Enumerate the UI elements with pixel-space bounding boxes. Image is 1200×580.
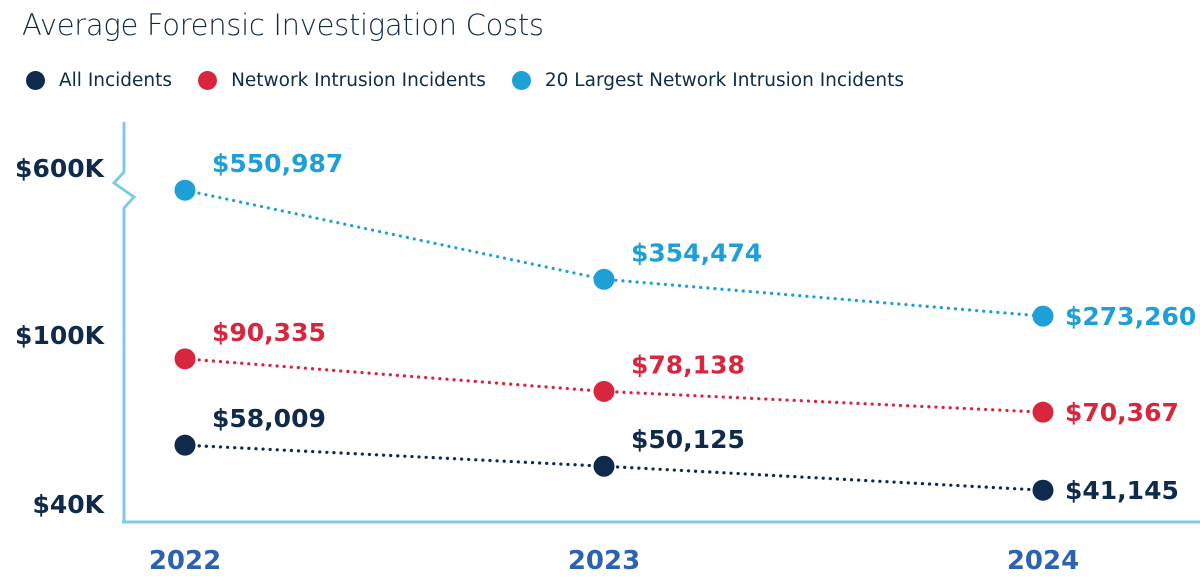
data-label: $58,009	[212, 404, 326, 433]
legend-item: All Incidents	[26, 70, 172, 91]
legend-marker	[511, 71, 531, 90]
chart-title: Average Forensic Investigation Costs	[22, 8, 544, 42]
y-tick-label: $100K	[15, 321, 106, 350]
data-label: $78,138	[631, 350, 745, 379]
data-point	[174, 179, 196, 201]
legend-label: 20 Largest Network Intrusion Incidents	[544, 70, 904, 91]
data-point	[593, 268, 615, 290]
x-tick-label: 2024	[1007, 546, 1079, 576]
data-point	[1032, 479, 1054, 501]
x-tick-label: 2023	[568, 546, 640, 576]
data-point	[1032, 305, 1054, 327]
data-point	[1032, 401, 1054, 423]
legend: All Incidents Network Intrusion Incidents…	[26, 70, 930, 91]
legend-label: All Incidents	[59, 70, 173, 91]
data-point	[174, 434, 196, 456]
legend-label: Network Intrusion Incidents	[231, 70, 486, 91]
data-point	[593, 380, 615, 402]
series-line	[183, 188, 1045, 318]
data-point	[593, 455, 615, 477]
y-tick-label: $40K	[32, 490, 105, 519]
legend-item: 20 Largest Network Intrusion Incidents	[511, 70, 904, 91]
data-label: $70,367	[1065, 398, 1179, 427]
legend-marker	[26, 71, 45, 90]
legend-item: Network Intrusion Incidents	[198, 70, 486, 91]
data-label: $273,260	[1065, 302, 1196, 331]
data-label: $41,145	[1065, 476, 1179, 505]
y-axis-line	[111, 122, 137, 522]
data-point	[174, 348, 196, 370]
x-tick-label: 2022	[149, 546, 221, 576]
data-label: $550,987	[212, 149, 343, 178]
y-tick-label: $600K	[15, 154, 106, 183]
legend-marker	[198, 71, 218, 90]
data-label: $90,335	[212, 318, 326, 347]
data-label: $50,125	[631, 425, 745, 454]
data-label: $354,474	[631, 238, 762, 267]
